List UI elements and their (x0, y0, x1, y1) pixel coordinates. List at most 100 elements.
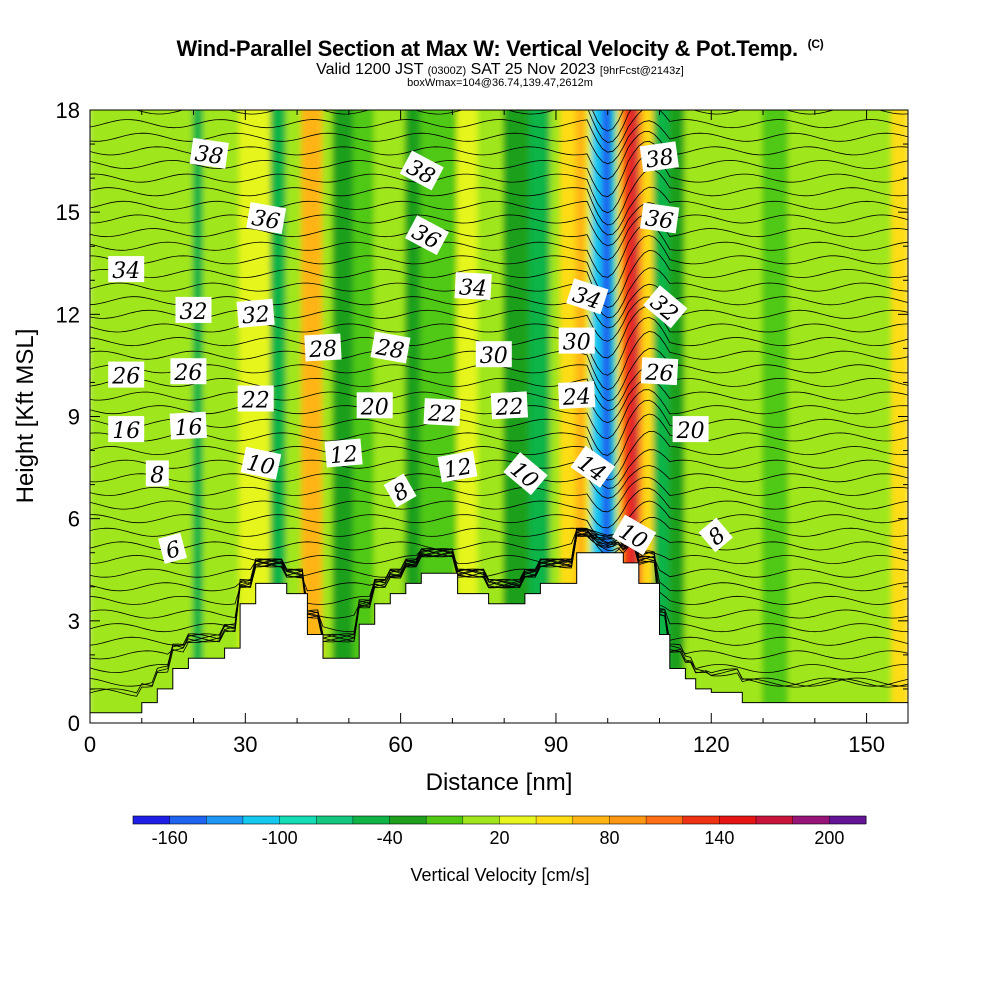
contour-label-36: 6 (158, 532, 188, 565)
contour-label-bg (639, 141, 679, 173)
theta-contour-4 (90, 532, 908, 660)
theta-contour-1 (90, 529, 908, 697)
contour-label-bg (170, 358, 207, 385)
contour-label-bg (698, 517, 733, 553)
contour-label-bg (383, 473, 417, 508)
contour-label-text: 12 (442, 454, 474, 483)
theta-contour-34 (90, 223, 908, 278)
contour-label-bg (640, 357, 679, 386)
contour-label-text: 28 (373, 335, 406, 365)
y-tick-label: 12 (56, 302, 80, 327)
contour-label-text: 22 (426, 401, 456, 427)
theta-contour-5 (90, 528, 908, 646)
contour-label-text: 16 (174, 415, 203, 441)
contour-label-bg (108, 256, 145, 283)
w-column-17 (549, 110, 563, 723)
copyright-mark: (C) (807, 36, 824, 51)
contour-label-text: 28 (307, 337, 337, 363)
theta-contour-16 (90, 476, 908, 513)
contour-label-12: 30 (475, 341, 512, 369)
colorbar-swatch-11 (536, 816, 574, 824)
w-column-20 (586, 110, 594, 723)
colorbar-swatch-17 (756, 816, 794, 824)
y-tick-label: 9 (68, 405, 80, 430)
x-axis: 0 30 60 90 120 150 (84, 110, 885, 757)
theta-contour-43 (90, 110, 908, 153)
contour-label-16: 26 (108, 361, 145, 390)
colorbar-swatch-4 (279, 816, 317, 824)
contour-label-bg (503, 452, 548, 496)
valid-utc: (0300Z) (427, 65, 467, 77)
w-column-8 (332, 110, 356, 723)
w-column-28 (642, 110, 656, 723)
contour-label-text: 26 (644, 360, 674, 386)
contour-label-bg (108, 416, 145, 443)
contour-label-22: 22 (490, 391, 529, 421)
theta-contour-29 (90, 296, 908, 342)
y-tick-label: 6 (68, 507, 80, 532)
contour-label-17: 26 (170, 358, 207, 386)
contour-label-21: 22 (423, 398, 461, 428)
w-column-18 (560, 110, 578, 723)
colorbar-swatch-3 (242, 816, 280, 824)
y-tick-label: 15 (56, 200, 80, 225)
contour-label-23: 20 (356, 392, 393, 420)
colorbar-swatch-19 (829, 816, 867, 824)
theta-contour-33 (90, 234, 908, 295)
contour-label-text: 16 (112, 419, 140, 444)
colorbar-tick-label: 80 (599, 828, 619, 848)
contour-label-5: 36 (640, 202, 680, 235)
theta-contour-13 (90, 516, 908, 555)
colorbar-swatch-8 (426, 816, 464, 824)
contour-label-bg (236, 298, 275, 328)
contour-label-9: 32 (175, 296, 212, 325)
contour-label-6: 34 (108, 256, 145, 284)
contour-label-text: 26 (111, 365, 140, 390)
valid-time-line: Valid 1200 JST (0300Z) SAT 25 Nov 2023 [… (0, 61, 1000, 79)
contour-label-text: 20 (360, 395, 389, 420)
x-tick-label: 30 (233, 732, 257, 757)
theta-contour-7 (90, 528, 908, 619)
theta-contour-40 (90, 140, 908, 198)
theta-contour-11 (90, 529, 908, 565)
contour-label-13: 30 (558, 327, 595, 356)
x-tick-label: 150 (848, 732, 885, 757)
x-tick-label: 60 (388, 732, 412, 757)
w-column-26 (632, 110, 640, 723)
contour-label-text: 34 (112, 259, 140, 284)
contour-label-text: 32 (180, 300, 208, 325)
colorbar-tick-label: 200 (814, 828, 844, 848)
contour-label-bg (108, 361, 145, 388)
w-column-33 (787, 110, 842, 723)
contour-label-bg (158, 532, 188, 564)
w-column-29 (653, 110, 671, 723)
contour-label-bg (237, 385, 274, 412)
theta-contour-14 (90, 500, 908, 544)
y-tick-label: 18 (56, 98, 80, 123)
theta-contour-20 (90, 413, 908, 471)
contour-label-29: 12 (437, 450, 478, 484)
colorbar-tick-label: 140 (704, 828, 734, 848)
x-tick-label: 120 (693, 732, 730, 757)
colorbar-swatch-10 (499, 816, 537, 824)
contour-label-25: 16 (108, 416, 145, 444)
contour-label-bg (189, 137, 229, 169)
contour-label-text: 22 (241, 389, 270, 414)
colorbar-swatch-14 (646, 816, 684, 824)
theta-contour-17 (90, 465, 908, 499)
theta-contour-6 (90, 527, 908, 633)
theta-contour-37 (90, 186, 908, 236)
colorbar-swatch-15 (682, 816, 720, 824)
contour-label-bg (566, 278, 609, 315)
w-column-32 (762, 110, 790, 723)
contour-label-10: 32 (236, 298, 275, 329)
theta-contour-42 (90, 120, 908, 165)
contour-label-bg (490, 391, 529, 420)
theta-contour-18 (90, 449, 908, 489)
contour-label-text: 8 (150, 463, 164, 488)
terrain-outline (90, 552, 908, 714)
contour-label-bg (145, 460, 169, 487)
colorbar-title: Vertical Velocity [cm/s] (410, 865, 589, 885)
x-tick-label: 0 (84, 732, 96, 757)
